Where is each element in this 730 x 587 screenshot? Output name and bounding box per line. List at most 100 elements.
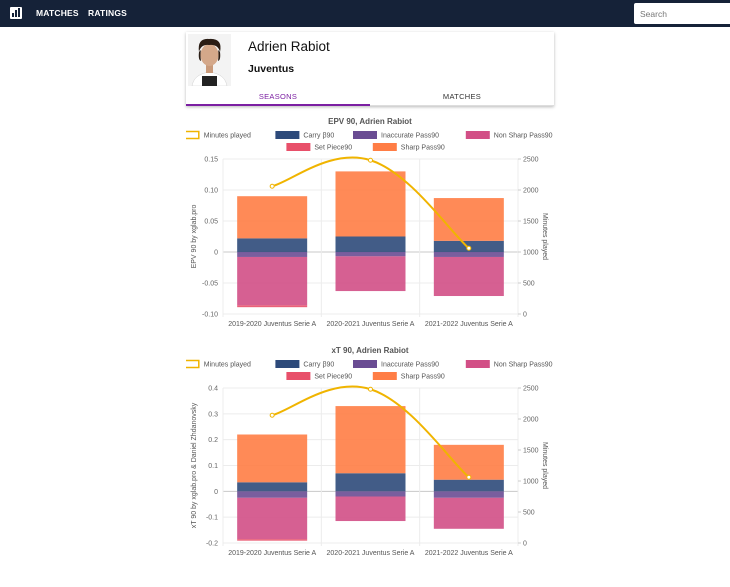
bar-segment	[433, 491, 504, 498]
y2-tick-label: 1500	[523, 219, 539, 226]
bar-segment	[237, 497, 308, 540]
x-tick-label: 2020-2021 Juventus Serie A	[327, 550, 415, 557]
legend-swatch	[286, 143, 311, 151]
tab-matches[interactable]: MATCHES	[370, 89, 554, 106]
bar-segment	[433, 497, 504, 529]
x-tick-label: 2021-2022 Juventus Serie A	[425, 550, 513, 557]
xt-chart: xT 90, Adrien Rabiot Minutes played Carry …	[176, 343, 554, 568]
search-input[interactable]	[634, 3, 730, 24]
legend-swatch	[353, 131, 377, 139]
legend-swatch	[372, 372, 397, 380]
y-tick-label: -0.05	[202, 281, 218, 288]
bar-segment	[335, 496, 406, 522]
minutes-point	[269, 183, 275, 189]
bar-segment	[433, 256, 504, 297]
bar-segment	[237, 252, 308, 257]
xt-chart-svg: xT 90, Adrien Rabiot Minutes played Carry …	[176, 346, 553, 557]
y-tick-label: 0.2	[208, 437, 218, 444]
bar-segment	[335, 406, 406, 474]
epv-chart-svg: EPV 90, Adrien Rabiot Minutes played Carry…	[176, 117, 553, 328]
navbar: MATCHES RATINGS	[0, 0, 730, 27]
y-tick-label: 0.10	[204, 188, 218, 195]
bar-segment	[237, 196, 308, 239]
y-tick-label: 0.15	[204, 157, 218, 164]
bar-segment	[237, 539, 308, 541]
y-axis-label: xT 90 by xglab.pro & Daniel Zhdanovsky	[191, 402, 198, 528]
legend-label: Sharp Pass90	[401, 374, 445, 381]
epv-chart: EPV 90, Adrien Rabiot Minutes played Carry…	[176, 114, 554, 339]
y-tick-label: 0.3	[208, 411, 218, 418]
bar-segment	[335, 473, 406, 492]
legend-label: Non Sharp Pass90	[494, 133, 553, 140]
nav-ratings-link[interactable]: RATINGS	[88, 8, 128, 18]
y-axis-label: EPV 90 by xglab.pro	[191, 204, 198, 268]
legend-swatch	[465, 131, 490, 139]
legend-swatch	[275, 131, 300, 139]
x-tick-label: 2021-2022 Juventus Serie A	[425, 321, 513, 328]
legend-label: Inaccurate Pass90	[381, 133, 439, 140]
player-name: Adrien Rabiot	[248, 39, 330, 54]
y-tick-label: 0.4	[208, 386, 218, 393]
legend-label: Set Piece90	[314, 374, 352, 381]
player-avatar	[188, 34, 231, 86]
chart-logo-icon[interactable]	[10, 7, 22, 19]
bar-segment	[335, 256, 406, 292]
bar-segment	[237, 491, 308, 498]
y2-tick-label: 1000	[523, 479, 539, 486]
y2-tick-label: 2500	[523, 157, 539, 164]
legend-swatch	[353, 360, 377, 368]
bar-segment	[237, 482, 308, 492]
minutes-point	[368, 386, 373, 392]
legend-swatch	[275, 360, 300, 368]
legend-label: Minutes played	[204, 362, 251, 369]
y2-tick-label: 2000	[523, 417, 539, 424]
bar-segment	[237, 256, 308, 306]
nav-matches-link[interactable]: MATCHES	[36, 8, 79, 18]
y2-axis-label: Minutes played	[541, 442, 548, 489]
y-tick-label: -0.10	[202, 312, 218, 319]
legend-label: Sharp Pass90	[401, 145, 445, 152]
legend-label: Carry β90	[303, 133, 334, 140]
bar-segment	[433, 252, 504, 257]
minutes-point	[368, 157, 373, 163]
chart-title: EPV 90, Adrien Rabiot	[328, 117, 412, 126]
legend-label: Minutes played	[204, 133, 251, 140]
player-card: Adrien Rabiot Juventus SEASONS MATCHES	[186, 32, 554, 106]
bar-segment	[433, 479, 504, 492]
x-tick-label: 2020-2021 Juventus Serie A	[327, 321, 415, 328]
bar-segment	[237, 434, 308, 483]
bar-segment	[237, 305, 308, 308]
y2-tick-label: 2500	[523, 386, 539, 393]
y2-tick-label: 1500	[523, 448, 539, 455]
y2-tick-label: 500	[523, 281, 535, 288]
y-tick-label: 0.05	[204, 219, 218, 226]
chart-title: xT 90, Adrien Rabiot	[331, 346, 408, 355]
tab-seasons[interactable]: SEASONS	[186, 89, 370, 106]
x-tick-label: 2019-2020 Juventus Serie A	[228, 550, 316, 557]
legend-label: Carry β90	[303, 362, 334, 369]
legend-label: Non Sharp Pass90	[494, 362, 553, 369]
legend-swatch	[372, 143, 397, 151]
legend-swatch	[286, 372, 311, 380]
bar-segment	[433, 198, 504, 241]
y2-tick-label: 0	[523, 312, 527, 319]
bar-segment	[237, 238, 308, 252]
bar-segment	[335, 491, 406, 497]
bar-segment	[335, 236, 406, 252]
y-tick-label: -0.2	[206, 541, 218, 548]
minutes-point	[466, 245, 472, 251]
bar-segment	[335, 171, 406, 237]
player-team: Juventus	[248, 63, 295, 75]
y2-tick-label: 500	[523, 510, 535, 517]
minutes-point	[269, 412, 275, 418]
legend-swatch	[176, 130, 200, 140]
y2-tick-label: 2000	[523, 188, 539, 195]
legend-swatch	[465, 360, 490, 368]
x-tick-label: 2019-2020 Juventus Serie A	[228, 321, 316, 328]
minutes-point	[466, 474, 472, 480]
legend-label: Set Piece90	[314, 145, 352, 152]
y-tick-label: 0	[214, 250, 218, 257]
y2-axis-label: Minutes played	[541, 213, 548, 260]
bar-segment	[335, 252, 406, 257]
legend-label: Inaccurate Pass90	[381, 362, 439, 369]
